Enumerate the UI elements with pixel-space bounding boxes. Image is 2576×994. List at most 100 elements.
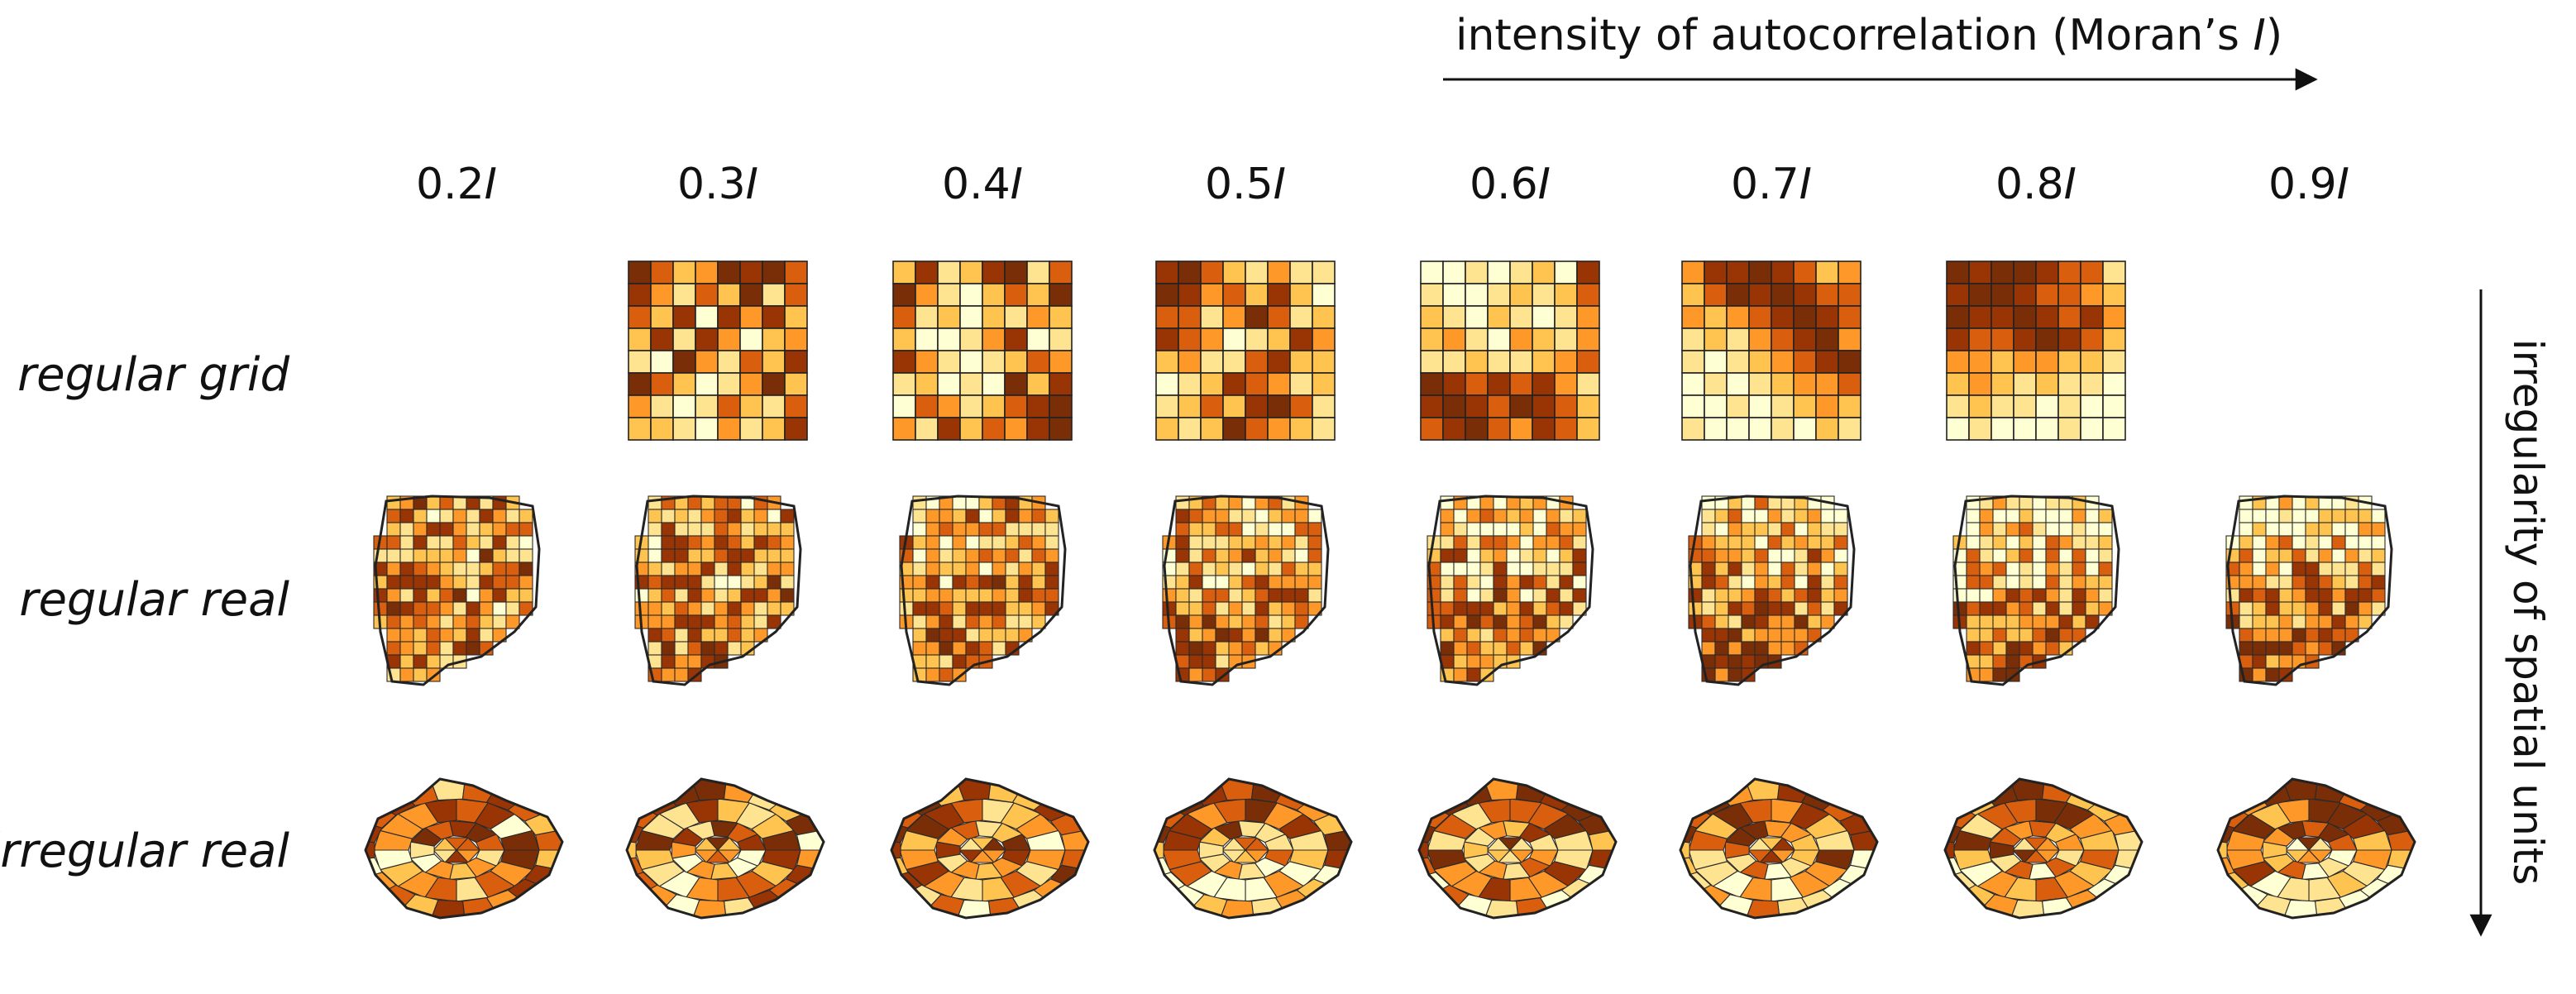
map-unit — [952, 495, 967, 510]
map-unit — [1506, 509, 1521, 523]
map-unit — [1807, 522, 1822, 537]
irregular-real-map-2 — [891, 779, 1088, 918]
grid-cell — [717, 394, 741, 418]
map-unit — [965, 548, 980, 563]
grid-cell — [1793, 372, 1817, 396]
map-unit — [479, 535, 494, 550]
map-unit — [2032, 509, 2047, 523]
map-unit — [1241, 548, 1256, 563]
grid-cell — [762, 417, 786, 441]
map-unit — [2265, 667, 2280, 682]
map-unit — [1281, 548, 1296, 563]
grid-cell — [1049, 372, 1073, 396]
map-unit — [1018, 588, 1033, 603]
map-unit — [1453, 548, 1468, 563]
map-unit — [2085, 601, 2100, 616]
map-unit — [700, 601, 715, 616]
grid-cell — [1576, 372, 1600, 396]
map-unit — [439, 575, 454, 590]
map-unit — [1979, 641, 1994, 656]
map-unit — [780, 509, 795, 523]
map-unit — [648, 614, 662, 629]
grid-cell — [1155, 417, 1179, 441]
map-unit — [700, 628, 715, 643]
map-unit — [1780, 535, 1795, 550]
map-unit — [2371, 522, 2386, 537]
map-unit — [1466, 601, 1481, 616]
grid-cell — [2080, 260, 2104, 284]
map-unit — [2252, 548, 2267, 563]
grid-cell — [650, 260, 674, 284]
map-unit — [1979, 535, 1994, 550]
grid-cell — [1704, 305, 1728, 329]
map-unit — [2318, 614, 2333, 629]
map-unit — [1479, 495, 1494, 510]
map-unit — [1440, 522, 1455, 537]
map-unit — [1780, 548, 1795, 563]
map-unit — [1294, 575, 1309, 590]
map-unit — [1794, 628, 1809, 643]
map-unit — [2265, 509, 2280, 523]
map-unit — [2292, 588, 2306, 603]
map-unit — [925, 641, 940, 656]
map-unit — [430, 779, 466, 801]
grid-cell — [915, 350, 939, 374]
grid-cell — [1748, 372, 1772, 396]
grid-cell — [628, 417, 652, 441]
map-unit — [1820, 562, 1835, 576]
map-unit — [661, 614, 676, 629]
map-unit — [992, 628, 1006, 643]
map-unit — [714, 562, 729, 576]
map-unit — [1188, 641, 1203, 656]
grid-cell — [1946, 260, 1970, 284]
map-unit — [1741, 535, 1756, 550]
map-unit — [1519, 628, 1534, 643]
map-unit — [1018, 535, 1033, 550]
map-unit — [1466, 614, 1481, 629]
map-unit — [1519, 614, 1534, 629]
grid-cell — [1442, 394, 1466, 418]
map-unit — [1440, 535, 1455, 550]
map-unit — [373, 588, 388, 603]
map-unit — [2305, 562, 2320, 576]
grid-cell — [1726, 372, 1750, 396]
map-unit — [1005, 628, 1020, 643]
grid-cell — [1748, 394, 1772, 418]
map-unit — [1175, 641, 1190, 656]
map-unit — [1440, 601, 1455, 616]
map-unit — [2032, 641, 2047, 656]
regular-real-map-2 — [899, 495, 1067, 686]
grid-cell — [1509, 260, 1533, 284]
map-unit — [1307, 601, 1322, 616]
grid-cell — [1267, 417, 1291, 441]
map-unit — [912, 535, 927, 550]
map-unit — [1202, 667, 1216, 682]
map-unit — [2032, 628, 2047, 643]
grid-cell — [628, 350, 652, 374]
grid-cell — [628, 394, 652, 418]
map-unit — [2045, 535, 2060, 550]
map-unit — [2019, 548, 2034, 563]
map-unit — [2278, 575, 2293, 590]
map-unit — [1546, 548, 1560, 563]
map-unit — [1255, 641, 1269, 656]
map-unit — [1228, 614, 1243, 629]
map-unit — [780, 535, 795, 550]
grid-cell — [784, 350, 808, 374]
map-unit — [727, 588, 742, 603]
map-unit — [1559, 562, 1574, 576]
map-unit — [767, 548, 781, 563]
map-unit — [2225, 601, 2240, 616]
map-unit — [413, 548, 428, 563]
map-unit — [386, 548, 401, 563]
grid-cell — [1681, 260, 1705, 284]
map-unit — [2239, 535, 2253, 550]
map-unit — [992, 562, 1006, 576]
map-unit — [1807, 562, 1822, 576]
map-unit — [767, 562, 781, 576]
map-unit — [452, 548, 467, 563]
map-unit — [466, 562, 480, 576]
grid-cell — [784, 260, 808, 284]
map-unit — [1966, 601, 1981, 616]
map-unit — [687, 495, 702, 510]
